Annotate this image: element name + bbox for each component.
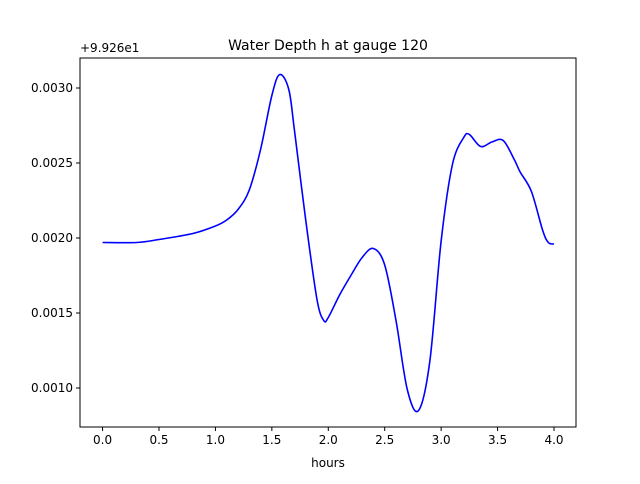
x-tick-label: 4.0: [544, 433, 563, 447]
y-tick-label: 0.0010: [31, 381, 73, 395]
x-tick-label: 0.0: [93, 433, 112, 447]
x-tick-label: 0.5: [149, 433, 168, 447]
x-tick-label: 1.0: [206, 433, 225, 447]
y-tick-label: 0.0025: [31, 156, 73, 170]
x-tick-label: 3.0: [432, 433, 451, 447]
y-offset-label: +9.926e1: [80, 41, 139, 55]
x-ticks: 0.0 0.5 1.0 1.5 2.0 2.5 3.0 3.5 4.0: [93, 427, 564, 447]
x-axis-label: hours: [311, 456, 345, 470]
y-ticks: 0.0010 0.0015 0.0020 0.0025 0.0030: [31, 81, 80, 395]
x-tick-label: 2.5: [375, 433, 394, 447]
x-tick-label: 1.5: [262, 433, 281, 447]
y-tick-label: 0.0015: [31, 306, 73, 320]
series-line-h: [102, 73, 555, 413]
plot-frame: [79, 57, 577, 428]
y-tick-label: 0.0020: [31, 231, 73, 245]
x-tick-label: 2.0: [319, 433, 338, 447]
chart-title: Water Depth h at gauge 120: [228, 38, 428, 54]
y-tick-label: 0.0030: [31, 81, 73, 95]
x-tick-label: 3.5: [488, 433, 507, 447]
